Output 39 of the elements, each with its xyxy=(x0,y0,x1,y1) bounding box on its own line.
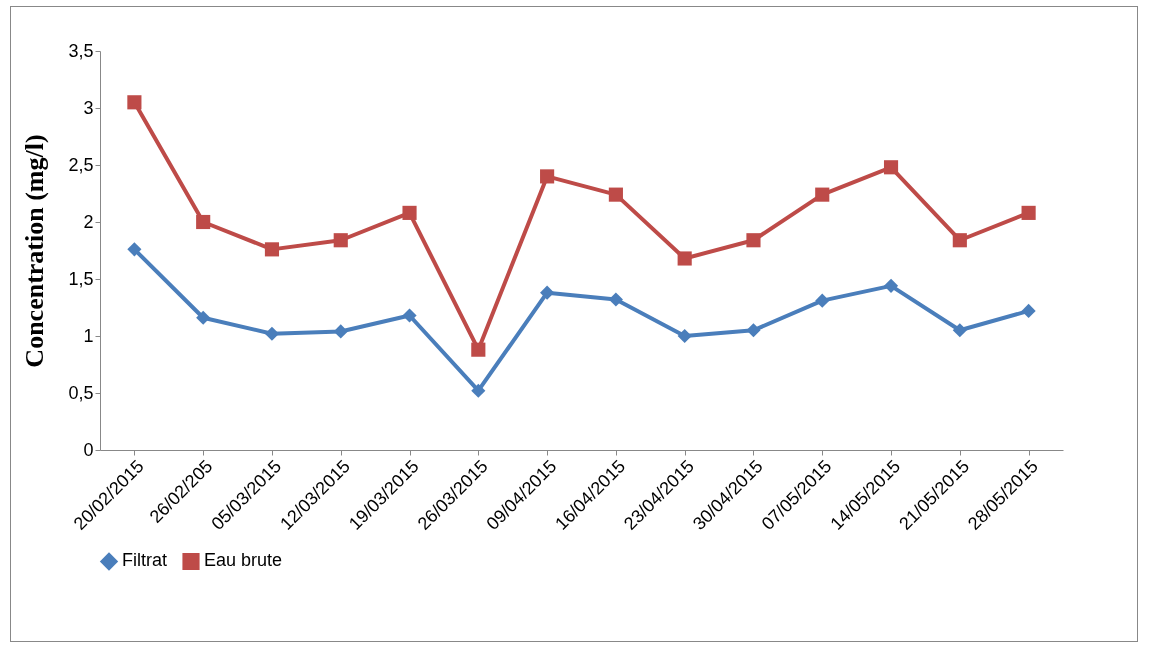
point xyxy=(815,187,830,202)
y-tick-label: 3,5 xyxy=(68,40,94,61)
y-tick-label: 0 xyxy=(83,439,94,460)
y-axis-title: Concentration (mg/l) xyxy=(20,134,50,368)
point xyxy=(883,160,899,175)
point xyxy=(333,233,348,248)
point xyxy=(471,342,486,357)
point xyxy=(883,278,899,293)
y-tick-label: 2 xyxy=(83,211,94,232)
point xyxy=(402,205,417,220)
y-tick-label: 1 xyxy=(83,325,94,346)
point xyxy=(746,233,761,248)
point xyxy=(540,285,555,300)
legend-label: Filtrat xyxy=(122,550,167,571)
y-tick-label: 2,5 xyxy=(68,154,94,175)
point xyxy=(127,95,142,110)
point xyxy=(264,242,280,257)
point xyxy=(402,308,417,323)
point xyxy=(608,187,623,202)
point xyxy=(127,242,142,257)
y-tick-label: 0,5 xyxy=(68,382,94,403)
point xyxy=(677,328,692,344)
point xyxy=(746,323,761,338)
point xyxy=(196,310,211,325)
point xyxy=(540,169,555,184)
point xyxy=(264,326,280,341)
point xyxy=(952,323,967,338)
point xyxy=(1021,303,1036,318)
legend-label: Eau brute xyxy=(204,550,283,571)
point xyxy=(196,214,211,230)
y-tick-label: 3 xyxy=(83,97,94,118)
point xyxy=(815,293,830,308)
point xyxy=(952,233,967,248)
point xyxy=(1021,205,1036,220)
y-tick-label: 1,5 xyxy=(68,268,94,289)
point xyxy=(333,324,348,339)
point xyxy=(471,383,486,398)
point xyxy=(677,251,692,266)
point xyxy=(608,292,623,307)
